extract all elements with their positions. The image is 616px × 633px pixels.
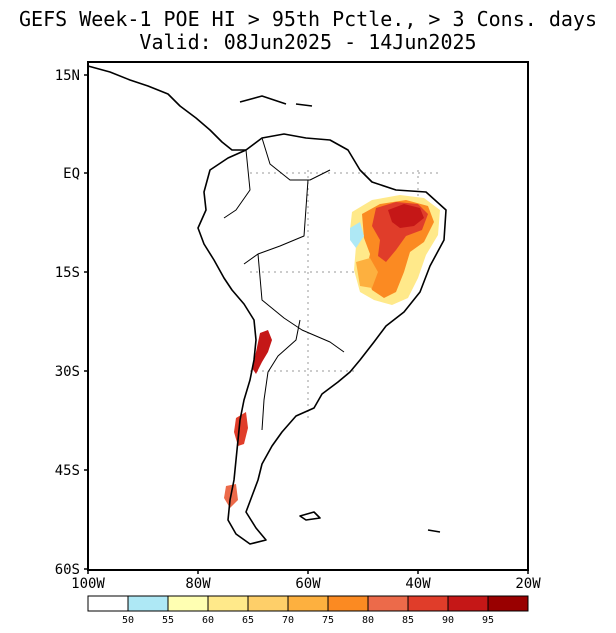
legend-label: 65	[242, 615, 254, 626]
falkland-islands	[299, 511, 321, 521]
heat-region-andes-north	[252, 330, 272, 374]
tick-label-40w: 40W	[405, 576, 431, 592]
legend-label: 90	[442, 615, 454, 626]
central-america-outline	[87, 65, 246, 151]
legend-swatch	[447, 595, 489, 612]
tick-label-30s: 30S	[55, 364, 80, 380]
coastlines	[87, 65, 447, 545]
south-georgia	[427, 529, 441, 533]
tick-label-100w: 100W	[71, 576, 105, 592]
tick-label-15s: 15S	[55, 265, 80, 281]
caribbean-islands	[239, 95, 313, 107]
longitude-axis	[87, 570, 529, 574]
legend-swatch	[487, 595, 529, 612]
tick-label-15n: 15N	[55, 68, 80, 84]
probability-shading	[224, 195, 440, 508]
tick-label-60s: 60S	[55, 562, 80, 578]
map-subtitle: Valid: 08Jun2025 - 14Jun2025	[139, 30, 477, 54]
country-borders	[223, 137, 345, 431]
legend-label: 85	[402, 615, 414, 626]
legend-label: 55	[162, 615, 174, 626]
legend-label: 80	[362, 615, 374, 626]
legend-swatch	[127, 595, 169, 612]
legend-swatch	[247, 595, 289, 612]
tick-label-60w: 60W	[295, 576, 321, 592]
latitude-axis	[84, 74, 88, 570]
color-legend: 50 55 60 65 70 75 80 85 90 95	[87, 595, 529, 626]
legend-label: 95	[482, 615, 494, 626]
tick-label-20w: 20W	[515, 576, 541, 592]
legend-label: 75	[322, 615, 334, 626]
south-america-outline	[197, 133, 447, 545]
tick-label-45s: 45S	[55, 463, 80, 479]
legend-swatch	[87, 595, 129, 612]
tick-label-eq: EQ	[63, 166, 80, 182]
tick-label-80w: 80W	[185, 576, 211, 592]
heat-region-cyan	[350, 222, 364, 248]
heat-region-interior	[356, 258, 378, 288]
heat-region-ne-brazil-darkred	[388, 204, 424, 228]
legend-swatch	[207, 595, 249, 612]
legend-swatch	[287, 595, 329, 612]
legend-swatch	[167, 595, 209, 612]
legend-label: 60	[202, 615, 214, 626]
legend-swatch	[367, 595, 409, 612]
legend-swatch	[407, 595, 449, 612]
legend-label: 50	[122, 615, 134, 626]
legend-label: 70	[282, 615, 294, 626]
map-title: GEFS Week-1 POE HI > 95th Pctle., > 3 Co…	[19, 7, 597, 31]
legend-swatch	[327, 595, 369, 612]
